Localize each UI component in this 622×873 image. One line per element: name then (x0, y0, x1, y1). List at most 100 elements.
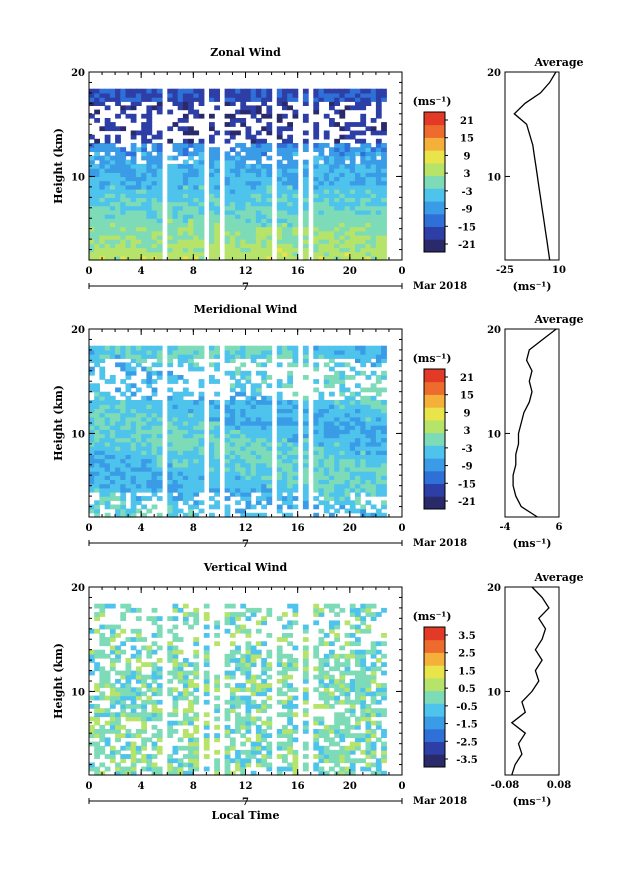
colorbar-segment (424, 627, 445, 641)
colorbar-segment (424, 124, 445, 138)
x-tick-label: 8 (190, 266, 197, 277)
date-axis: 7 Mar 2018 (88, 796, 467, 808)
colorbar-tick-label: -3.5 (456, 755, 478, 766)
profile-frame (504, 586, 560, 776)
colorbar-segment (424, 112, 445, 126)
colorbar-tick-label: 3.5 (458, 631, 475, 642)
colorbar-segment (424, 150, 445, 164)
panel-title: Vertical Wind (203, 561, 288, 574)
panel-1: Zonal Wind 0 4 8 12 16 20 0 10 20 Height (km) 7 Mar … (52, 46, 584, 293)
colorbar-tick-label: 1.5 (458, 666, 475, 677)
x-axis: 0 4 8 12 16 20 0 (86, 329, 406, 534)
y-axis: 10 20 (71, 583, 402, 776)
colorbar-tick-label: 3 (464, 426, 471, 437)
y-axis: 10 20 (71, 325, 402, 518)
colorbar-segment (424, 677, 445, 692)
day-label: 7 (242, 797, 249, 808)
colorbar-segment (424, 445, 445, 459)
colorbar-segment (424, 419, 445, 434)
y-tick-label: 20 (71, 68, 85, 79)
x-tick-label: 20 (343, 523, 357, 534)
colorbar-segment (424, 754, 445, 768)
heatmap (89, 345, 387, 518)
date-axis: 7 Mar 2018 (88, 281, 467, 293)
panel-title: Zonal Wind (210, 46, 281, 59)
profile-y-tick-label: 10 (487, 172, 501, 183)
profile-y-tick-label: 10 (487, 429, 501, 440)
x-tick-label: 12 (239, 781, 253, 792)
x-axis-label: Local Time (212, 809, 280, 822)
x-tick-label: 4 (138, 523, 145, 534)
colorbar-unit-label: (ms⁻¹) (413, 352, 452, 365)
colorbar-segment (424, 703, 445, 717)
x-tick-label: 20 (343, 266, 357, 277)
colorbar-unit-label: (ms⁻¹) (413, 610, 452, 623)
profile-x-tick-label: 10 (552, 265, 566, 276)
x-tick-label: 12 (239, 266, 253, 277)
x-tick-label: 20 (343, 781, 357, 792)
profile-frame (504, 71, 560, 261)
colorbar-segment (424, 652, 445, 666)
profile-y-tick-label: 20 (487, 583, 501, 594)
y-axis-label: Height (km) (52, 385, 65, 461)
colorbar-tick-label: 9 (464, 408, 471, 419)
colorbar-frame (423, 368, 446, 510)
colorbar-segment (424, 162, 445, 177)
colorbar-tick-label: 3 (464, 169, 471, 180)
colorbar: (ms⁻¹) 21 15 9 3 -3 -9 -15 -21 (413, 352, 476, 510)
profile-line (512, 328, 557, 518)
colorbar-segment (424, 470, 445, 484)
x-tick-label: 8 (190, 781, 197, 792)
x-axis: 0 4 8 12 16 20 0 (86, 72, 406, 277)
y-tick-label: 20 (71, 325, 85, 336)
colorbar-unit-label: (ms⁻¹) (413, 95, 452, 108)
x-tick-label: 8 (190, 523, 197, 534)
colorbar-tick-label: -0.5 (456, 702, 478, 713)
panel-2: Meridional Wind 0 4 8 12 16 20 0 10 20 Height (km)… (52, 303, 584, 550)
profile-y-tick-label: 10 (487, 687, 501, 698)
colorbar-segment (424, 226, 445, 240)
colorbar-tick-label: -15 (458, 479, 476, 490)
profile: Average 10 20 -4 6 (ms⁻¹) (487, 313, 583, 550)
profile-line (513, 71, 557, 261)
colorbar-tick-label: 9 (464, 151, 471, 162)
heatmap (89, 603, 387, 776)
colorbar-segment (424, 458, 445, 472)
colorbar-segment (424, 728, 445, 742)
y-tick-label: 10 (71, 172, 85, 183)
colorbar-tick-label: -9 (461, 462, 472, 473)
profile-x-tick-label: 6 (556, 522, 563, 533)
profile-y-tick-label: 20 (487, 68, 501, 79)
colorbar-segment (424, 483, 445, 497)
date-label: Mar 2018 (413, 538, 467, 549)
colorbar-segment (424, 716, 445, 730)
day-label: 7 (242, 282, 249, 293)
colorbar-segment (424, 394, 445, 408)
profile-frame (504, 328, 560, 518)
colorbar-frame (423, 111, 446, 253)
y-tick-label: 10 (71, 687, 85, 698)
profile: Average 10 20 -0.08 0.08 (ms⁻¹) (487, 571, 583, 808)
colorbar: (ms⁻¹) 3.5 2.5 1.5 0.5 -0.5 -1.5 -2.5 -3.5 (413, 610, 478, 768)
x-tick-label: 0 (399, 523, 406, 534)
colorbar-frame (423, 626, 446, 768)
colorbar-segment (424, 690, 445, 704)
colorbar-segment (424, 381, 445, 395)
profile-x-tick-label: 0.08 (547, 780, 571, 791)
colorbar-segment (424, 201, 445, 215)
y-axis: 10 20 (71, 68, 402, 261)
day-label: 7 (242, 539, 249, 550)
x-axis: 0 4 8 12 16 20 0 (86, 587, 406, 792)
colorbar-tick-label: 2.5 (458, 649, 475, 660)
colorbar-tick-label: -2.5 (456, 737, 478, 748)
colorbar-tick-label: 21 (460, 116, 474, 127)
profile-x-label: (ms⁻¹) (513, 280, 552, 293)
y-axis-label: Height (km) (52, 128, 65, 204)
panel-3: Vertical Wind 0 4 8 12 16 20 0 10 20 Height (km) 7 M… (52, 561, 584, 822)
profile-y-tick-label: 20 (487, 325, 501, 336)
colorbar-segment (424, 407, 445, 421)
profile-x-tick-label: -4 (499, 522, 510, 533)
x-tick-label: 12 (239, 523, 253, 534)
colorbar-tick-label: -9 (461, 205, 472, 216)
colorbar-segment (424, 175, 445, 189)
